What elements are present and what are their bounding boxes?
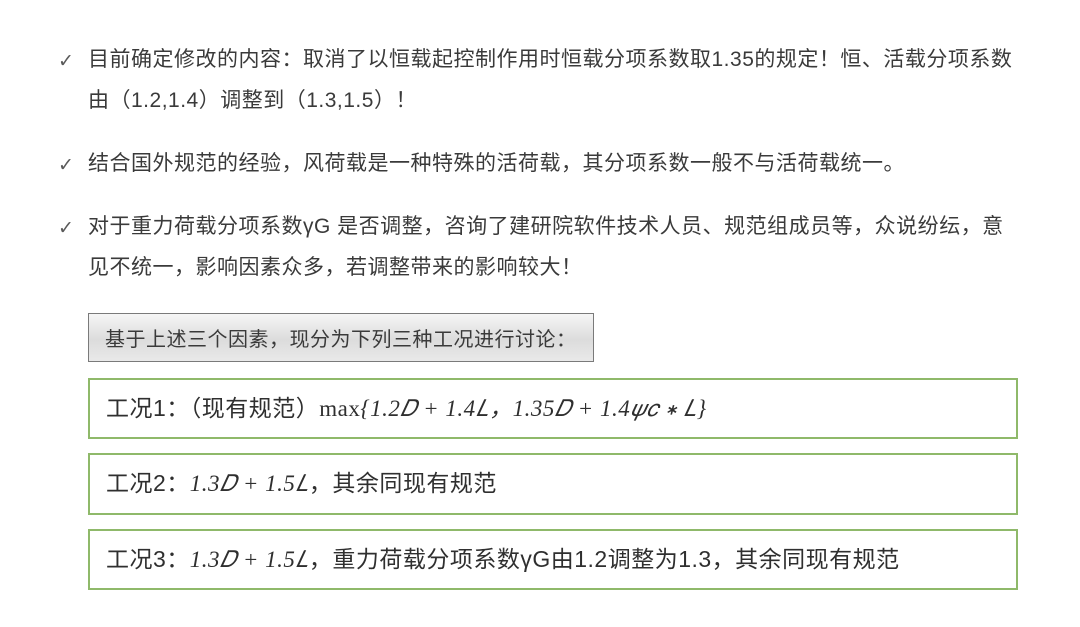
case-expr: 1.3𝐷 + 1.5𝐿 — [190, 547, 309, 572]
case-expr: 1.3𝐷 + 1.5𝐿 — [190, 471, 309, 496]
case-expr: {1.2𝐷 + 1.4𝐿，1.35𝐷 + 1.4𝜓𝑐 ∗ 𝐿} — [360, 396, 706, 421]
case-2: 工况2：1.3𝐷 + 1.5𝐿，其余同现有规范 — [88, 453, 1018, 515]
check-icon: ✓ — [58, 207, 88, 247]
bullet-text: 结合国外规范的经验，风荷载是一种特殊的活荷载，其分项系数一般不与活荷载统一。 — [88, 144, 1022, 185]
bullet-item: ✓ 结合国外规范的经验，风荷载是一种特殊的活荷载，其分项系数一般不与活荷载统一。 — [58, 144, 1022, 185]
check-icon: ✓ — [58, 144, 88, 184]
case-label: 工况3： — [106, 546, 190, 572]
case-fn: max — [319, 396, 360, 421]
summary-note: 基于上述三个因素，现分为下列三种工况进行讨论： — [88, 313, 594, 362]
check-icon: ✓ — [58, 40, 88, 80]
case-1: 工况1：（现有规范）max{1.2𝐷 + 1.4𝐿，1.35𝐷 + 1.4𝜓𝑐 … — [88, 378, 1018, 440]
case-list: 工况1：（现有规范）max{1.2𝐷 + 1.4𝐿，1.35𝐷 + 1.4𝜓𝑐 … — [88, 378, 1018, 591]
bullet-text: 对于重力荷载分项系数γG 是否调整，咨询了建研院软件技术人员、规范组成员等，众说… — [88, 207, 1022, 289]
bullet-list: ✓ 目前确定修改的内容：取消了以恒载起控制作用时恒载分项系数取1.35的规定！恒… — [58, 40, 1022, 289]
bullet-item: ✓ 目前确定修改的内容：取消了以恒载起控制作用时恒载分项系数取1.35的规定！恒… — [58, 40, 1022, 122]
case-tail: ，重力荷载分项系数γG由1.2调整为1.3，其余同现有规范 — [309, 546, 900, 572]
case-label: 工况1：（现有规范） — [106, 395, 319, 421]
bullet-text: 目前确定修改的内容：取消了以恒载起控制作用时恒载分项系数取1.35的规定！恒、活… — [88, 40, 1022, 122]
case-tail: ，其余同现有规范 — [309, 470, 497, 496]
bullet-item: ✓ 对于重力荷载分项系数γG 是否调整，咨询了建研院软件技术人员、规范组成员等，… — [58, 207, 1022, 289]
case-3: 工况3：1.3𝐷 + 1.5𝐿，重力荷载分项系数γG由1.2调整为1.3，其余同… — [88, 529, 1018, 591]
case-label: 工况2： — [106, 470, 190, 496]
